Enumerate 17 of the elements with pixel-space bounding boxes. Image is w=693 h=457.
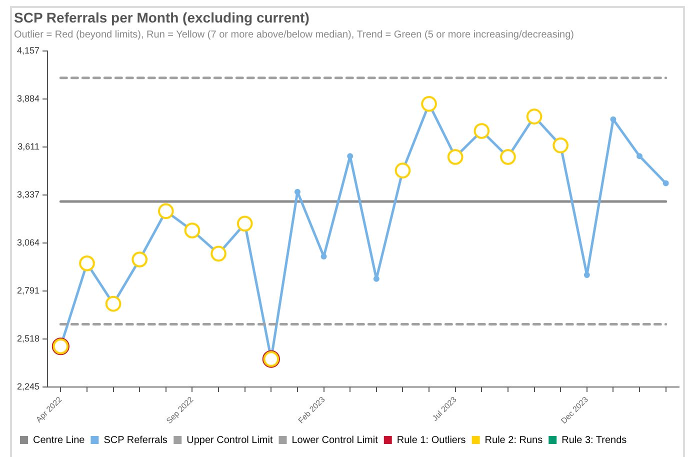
- legend-label: Rule 1: Outliers: [396, 434, 466, 446]
- y-tick-label: 3,064: [16, 237, 40, 248]
- chart-title: SCP Referrals per Month (excluding current): [14, 9, 310, 26]
- chart-subtitle: Outlier = Red (beyond limits), Run = Yellow (7 or more above/below median), Trend = Green (5 or more increasing/decreasing): [14, 30, 574, 41]
- y-tick-label: 2,518: [16, 333, 40, 344]
- y-tick-label: 3,611: [18, 141, 40, 152]
- legend-label: Rule 2: Runs: [484, 434, 543, 446]
- legend-label: SCP Referrals: [104, 434, 168, 446]
- y-tick-label: 3,337: [16, 189, 40, 200]
- y-tick-label: 2,791: [16, 285, 40, 296]
- legend-label: Rule 3: Trends: [562, 434, 627, 446]
- legend-label: Centre Line: [33, 434, 86, 446]
- y-tick-label: 3,884: [16, 93, 40, 104]
- legend-label: Lower Control Limit: [292, 434, 378, 446]
- y-tick-label: 4,157: [16, 45, 40, 56]
- legend-label: Upper Control Limit: [186, 434, 273, 446]
- y-tick-label: 2,245: [16, 381, 40, 392]
